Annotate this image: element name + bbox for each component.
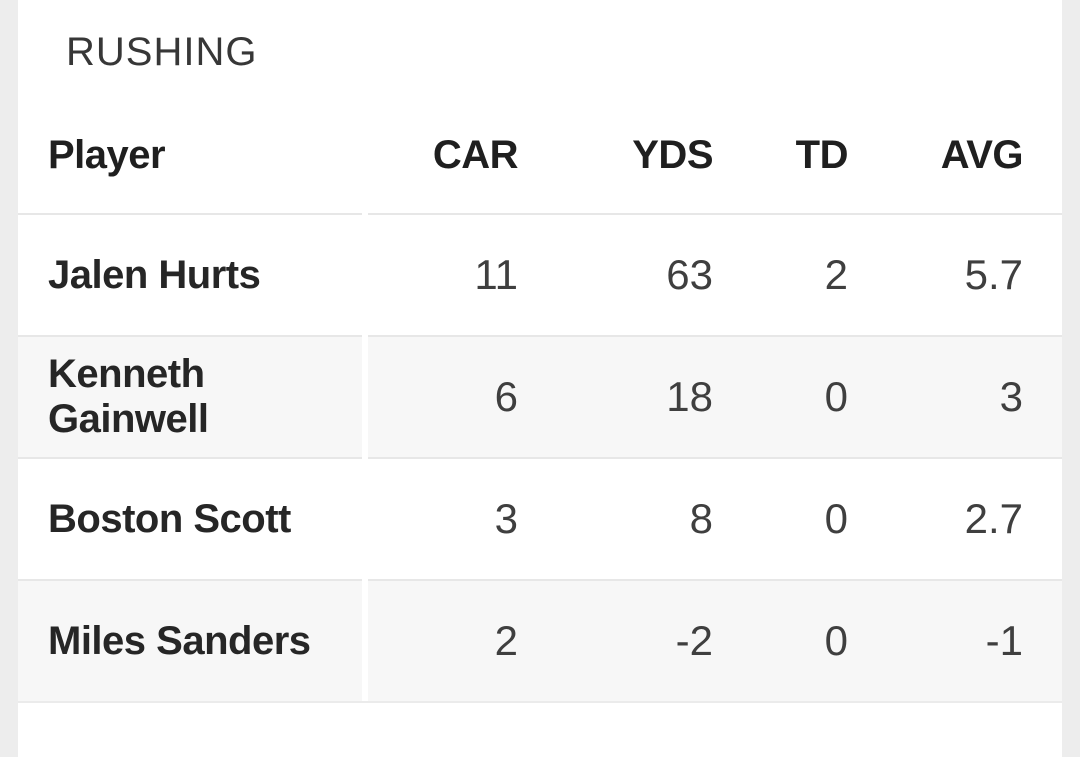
column-header-car: CAR bbox=[432, 132, 519, 177]
stat-yds: 63 bbox=[666, 251, 713, 298]
column-header-yds: YDS bbox=[632, 132, 713, 177]
row-stats-group: 3 8 0 2.7 bbox=[368, 457, 1062, 579]
player-name-link[interactable]: Kenneth Gainwell bbox=[18, 335, 362, 457]
table-row: Kenneth Gainwell 6 18 0 3 bbox=[18, 335, 1062, 457]
table-header-row: Player CAR YDS TD AVG bbox=[18, 97, 1062, 213]
player-name-link[interactable]: Jalen Hurts bbox=[18, 213, 362, 335]
stat-car: 6 bbox=[494, 373, 518, 420]
stat-car: 2 bbox=[494, 617, 518, 664]
column-divider bbox=[362, 579, 368, 701]
column-divider bbox=[362, 213, 368, 335]
column-header-td: TD bbox=[795, 132, 849, 177]
stat-td: 0 bbox=[824, 373, 848, 420]
column-divider bbox=[362, 335, 368, 457]
table-row: Miles Sanders 2 -2 0 -1 bbox=[18, 579, 1062, 701]
stat-avg: 3 bbox=[999, 373, 1023, 420]
rushing-table: Player CAR YDS TD AVG Jalen Hurts 11 63 … bbox=[18, 97, 1062, 703]
row-stats-group: 2 -2 0 -1 bbox=[368, 579, 1062, 701]
section-title: RUSHING bbox=[66, 30, 258, 74]
column-divider bbox=[362, 457, 368, 579]
header-stats-group: CAR YDS TD AVG bbox=[368, 97, 1062, 213]
column-divider bbox=[362, 97, 368, 213]
player-name-link[interactable]: Miles Sanders bbox=[18, 579, 362, 701]
stat-avg: 2.7 bbox=[964, 495, 1023, 542]
row-stats-group: 6 18 0 3 bbox=[368, 335, 1062, 457]
rushing-stats-card: RUSHING Player CAR YDS TD AVG Jalen Hurt… bbox=[18, 0, 1062, 757]
stat-yds: -2 bbox=[675, 617, 713, 664]
stat-avg: 5.7 bbox=[964, 251, 1023, 298]
column-header-avg: AVG bbox=[940, 132, 1024, 177]
table-bottom-divider bbox=[18, 701, 1062, 703]
stat-car: 3 bbox=[494, 495, 518, 542]
stat-car: 11 bbox=[474, 251, 518, 298]
column-header-player: Player bbox=[48, 132, 166, 177]
stat-yds: 8 bbox=[689, 495, 713, 542]
stat-yds: 18 bbox=[666, 373, 713, 420]
stat-td: 0 bbox=[824, 495, 848, 542]
player-name-link[interactable]: Boston Scott bbox=[18, 457, 362, 579]
stat-avg: -1 bbox=[985, 617, 1023, 664]
stat-td: 0 bbox=[824, 617, 848, 664]
table-row: Boston Scott 3 8 0 2.7 bbox=[18, 457, 1062, 579]
row-stats-group: 11 63 2 5.7 bbox=[368, 213, 1062, 335]
stat-td: 2 bbox=[824, 251, 848, 298]
table-row: Jalen Hurts 11 63 2 5.7 bbox=[18, 213, 1062, 335]
